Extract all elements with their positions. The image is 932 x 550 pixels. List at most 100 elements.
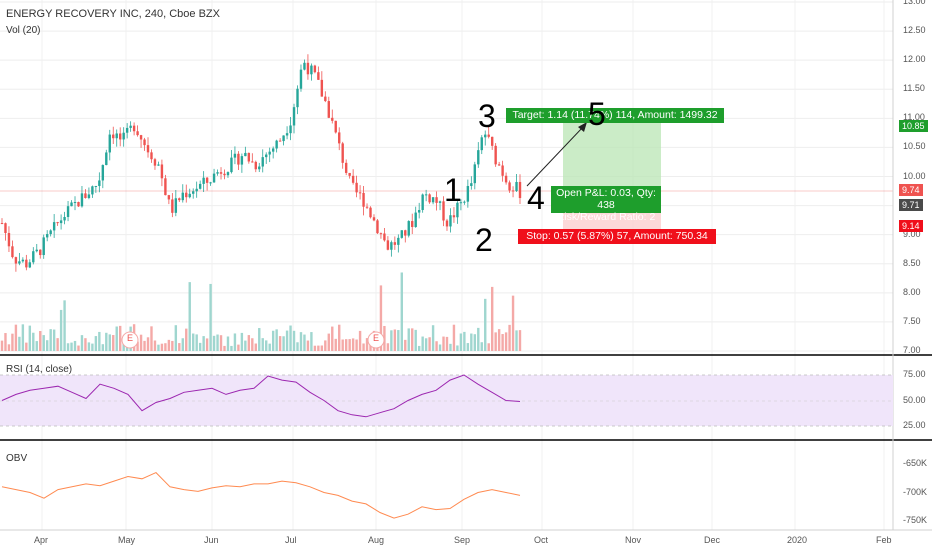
candle-body <box>167 195 171 200</box>
volume-indicator-label[interactable]: Vol (20) <box>6 25 41 36</box>
candle-body <box>463 201 466 203</box>
obv-indicator-label[interactable]: OBV <box>6 453 28 464</box>
volume-bar <box>150 326 153 351</box>
price-tick-label: 10.00 <box>903 170 926 181</box>
price-tick-label: 12.00 <box>903 54 926 65</box>
volume-bar <box>247 335 251 351</box>
wave-label-4[interactable]: 4 <box>527 180 545 216</box>
volume-bar <box>112 335 115 351</box>
volume-bar <box>417 345 421 351</box>
volume-bar <box>119 325 122 351</box>
volume-bar <box>35 341 38 351</box>
candle-body <box>445 220 449 227</box>
volume-bar <box>386 343 390 351</box>
volume-bar <box>296 342 299 351</box>
volume-bar <box>52 329 56 351</box>
candle-body <box>237 153 240 165</box>
volume-bar <box>306 340 310 351</box>
volume-bar <box>25 342 28 351</box>
candle-body <box>105 152 108 166</box>
volume-bar <box>174 325 178 351</box>
rsi-indicator-label[interactable]: RSI (14, close) <box>6 364 73 375</box>
volume-bar <box>480 342 483 351</box>
volume-bar <box>21 324 25 351</box>
volume-bar <box>94 336 98 351</box>
obv-tick-label: -750K <box>903 515 928 525</box>
candle-body <box>202 177 205 184</box>
volume-bar <box>400 272 403 351</box>
target-label-box[interactable]: Target: 1.14 (11.74%) 114, Amount: 1499.… <box>506 108 724 123</box>
volume-bar <box>435 341 438 351</box>
open-pl-box[interactable]: Open P&L: 0.03, Qty: 438 Risk/Reward Rat… <box>551 186 661 223</box>
candle-body <box>480 137 483 151</box>
volume-bar <box>487 343 490 351</box>
volume-bar <box>56 338 59 351</box>
time-tick-label: Jul <box>285 535 297 545</box>
candle-body <box>431 197 435 203</box>
volume-bar <box>452 324 456 351</box>
candle-body <box>414 212 417 228</box>
stop-label-box[interactable]: Stop: 0.57 (5.87%) 57, Amount: 750.34 <box>518 229 716 244</box>
volume-bar <box>310 332 313 351</box>
volume-bar <box>14 324 18 351</box>
wave-label-3[interactable]: 3 <box>478 98 496 134</box>
candle-body <box>511 190 515 192</box>
volume-bar <box>289 325 292 351</box>
volume-bar <box>466 343 470 351</box>
volume-bar <box>379 285 383 351</box>
candle-body <box>435 197 438 203</box>
candle-body <box>473 164 477 184</box>
obv-line[interactable] <box>1 472 521 519</box>
earnings-marker-2[interactable] <box>367 331 385 349</box>
wave-label-2[interactable]: 2 <box>475 222 493 258</box>
volume-bar <box>70 342 73 351</box>
candle-body <box>157 164 160 166</box>
volume-bar <box>411 328 414 351</box>
current-price-tag: 9.74 <box>899 184 923 196</box>
candle-body <box>181 192 184 201</box>
volume-bar <box>87 342 91 351</box>
volume-bar <box>188 282 191 351</box>
candle-body <box>317 72 320 80</box>
earnings-marker-1[interactable] <box>121 331 139 349</box>
volume-bar <box>84 338 87 351</box>
volume-bar <box>91 343 94 351</box>
candlestick-series[interactable] <box>0 54 522 272</box>
volume-bar <box>338 324 341 351</box>
month-grid-lines <box>41 0 885 530</box>
volume-bar <box>477 327 480 351</box>
price-tick-label: 10.50 <box>903 141 926 152</box>
wave-label-5[interactable]: 5 <box>588 96 606 132</box>
volume-bar <box>39 331 42 351</box>
candle-body <box>94 185 98 187</box>
volume-bar <box>49 329 52 351</box>
candle-body <box>515 181 518 191</box>
candle-body <box>136 131 139 136</box>
wave-label-1[interactable]: 1 <box>444 172 462 208</box>
candle-body <box>66 206 70 217</box>
wave-arrow-line[interactable] <box>526 126 584 187</box>
target-zone[interactable] <box>563 115 661 191</box>
stop-price-tag: 9.14 <box>899 220 923 232</box>
volume-bar <box>244 340 247 351</box>
candle-body <box>379 233 383 235</box>
volume-bar <box>511 295 515 351</box>
candle-body <box>73 202 77 204</box>
volume-bar <box>331 326 334 351</box>
time-tick-label: Jun <box>204 535 219 545</box>
volume-bar <box>157 344 160 351</box>
candle-body <box>150 152 153 160</box>
candle-body <box>49 230 52 235</box>
volume-bar <box>101 344 105 351</box>
candle-body <box>18 261 21 264</box>
candle-body <box>119 133 122 140</box>
price-tick-label: 11.00 <box>903 112 925 123</box>
symbol-title[interactable]: ENERGY RECOVERY INC, 240, Cboe BZX <box>6 8 220 20</box>
volume-bar <box>515 330 518 351</box>
volume-bar <box>7 344 11 351</box>
candle-body <box>258 166 261 170</box>
rsi-line[interactable] <box>1 374 521 418</box>
candle-body <box>192 191 195 194</box>
candle-body <box>212 173 216 183</box>
